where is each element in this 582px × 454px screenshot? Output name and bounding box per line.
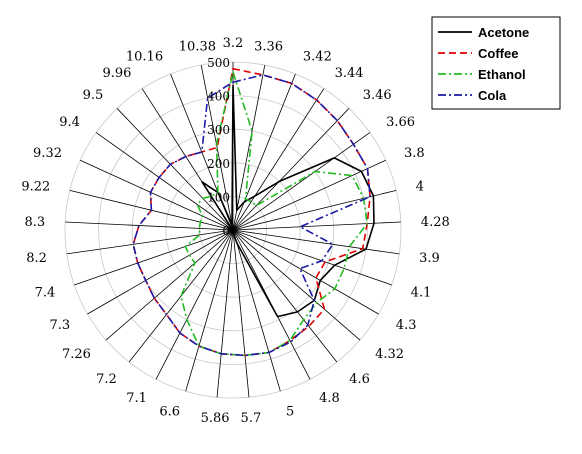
spoke-10 [232,229,392,286]
category-label: 7.26 [62,347,91,362]
category-label: 8.3 [25,215,46,230]
category-label: 3.8 [404,146,425,161]
spoke-21 [105,229,234,341]
series-lines [132,67,375,357]
spoke-5 [232,132,371,231]
spoke-2 [232,73,296,231]
category-label: 9.5 [83,88,104,103]
category-label: 4.6 [349,372,370,387]
category-label: 9.4 [59,115,80,130]
radial-tick-label: 100 [207,190,230,204]
category-labels: 3.2 3.36 3.423.44 3.46 3.66 3.8 4 4.28 3.9 4.1 4.3… [21,36,449,426]
category-label: 9.96 [102,66,131,81]
category-label: 3.2 [223,36,244,51]
category-label: 4.8 [319,391,340,406]
radial-tick-label: 200 [207,157,230,171]
spoke-6 [232,159,386,231]
legend-label-ethanol: Ethanol [478,67,526,82]
legend-label-coffee: Coffee [478,46,518,61]
category-label: 5 [286,404,294,419]
series-cola-line [132,74,371,357]
radial-tick-label: 0 [222,224,230,238]
spoke-3 [232,88,325,231]
category-label: 3.46 [363,88,392,103]
category-label: 7.1 [126,391,147,406]
spoke-22 [87,229,234,315]
spoke-9 [232,229,400,255]
spoke-17 [216,229,234,398]
spoke-12 [232,229,361,341]
category-label: 10.38 [179,39,216,54]
spoke-11 [232,229,379,315]
category-label: 9.22 [21,180,50,195]
category-label: 4 [416,180,424,195]
radial-tick-label: 500 [207,56,230,70]
category-label: 8.2 [26,251,47,266]
spoke-15 [232,229,281,392]
category-label: 6.6 [159,404,180,419]
spoke-28 [95,132,234,231]
spoke-8 [232,221,401,231]
legend-label-cola: Cola [478,88,507,103]
spoke-23 [74,229,234,286]
category-label: 4.32 [375,347,404,362]
spoke-25 [65,221,234,231]
spoke-4 [232,108,350,231]
category-label: 4.3 [396,318,417,333]
category-label: 3.42 [303,50,332,65]
legend-label-acetone: Acetone [478,25,529,40]
legend: Acetone Coffee Ethanol Cola [431,16,561,110]
series-acetone-line [201,84,375,318]
category-label: 3.36 [254,39,283,54]
category-label: 7.3 [50,318,71,333]
category-label: 9.32 [33,146,62,161]
category-label: 5.7 [241,411,262,426]
spoke-24 [66,229,234,255]
category-label: 3.44 [335,66,364,81]
category-label: 7.4 [35,286,56,301]
category-label: 10.16 [126,50,163,65]
category-label: 5.86 [201,411,230,426]
spoke-18 [185,229,234,392]
category-label: 3.66 [386,115,415,130]
radial-tick-label: 400 [207,90,230,104]
spoke-1 [232,64,266,231]
category-label: 4.28 [421,215,450,230]
spoke-32 [200,64,234,231]
spoke-29 [116,108,234,231]
category-label: 4.1 [411,286,432,301]
spoke-20 [128,229,234,363]
radial-tick-label: 300 [207,123,230,137]
spoke-27 [80,159,234,231]
series-ethanol-line [180,71,369,357]
category-label: 3.9 [419,251,440,266]
spoke-13 [232,229,338,363]
radial-tick-labels: 0 100 200 300 400 500 [207,56,230,238]
spoke-16 [232,229,250,398]
spoke-19 [155,229,234,380]
spoke-7 [232,190,397,231]
category-label: 7.2 [96,372,117,387]
